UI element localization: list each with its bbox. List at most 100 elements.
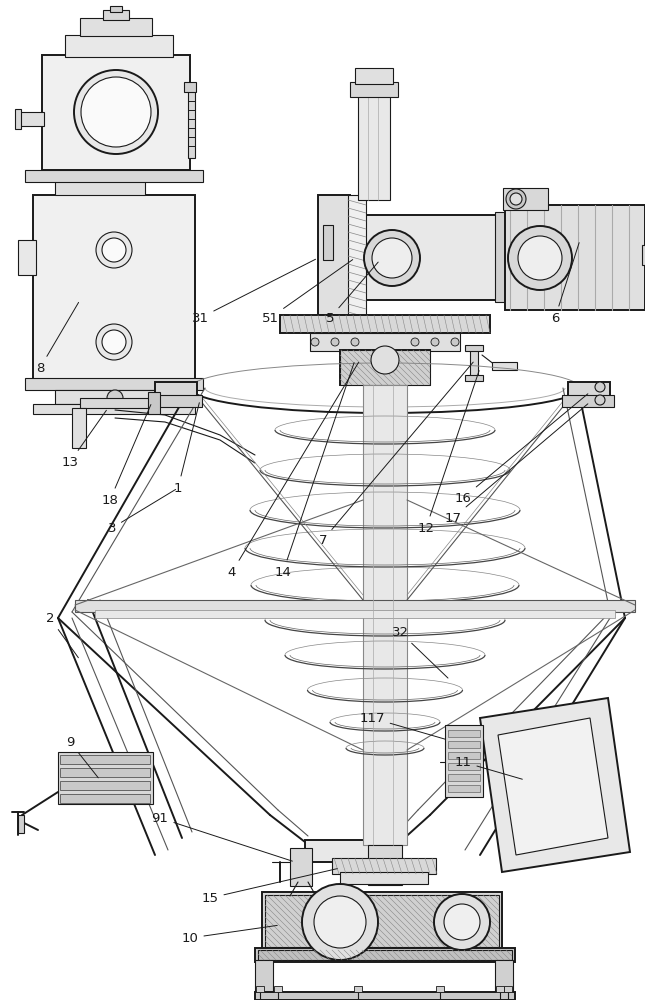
Bar [332,858,436,874]
Bar [80,398,155,408]
Bar [445,725,483,797]
Circle shape [411,338,419,346]
Bar [448,752,480,759]
Bar [110,6,122,12]
Bar [25,378,203,390]
Circle shape [510,193,522,205]
Bar [448,785,480,792]
Bar [340,350,430,385]
Text: 8: 8 [36,302,79,374]
Circle shape [81,77,151,147]
Bar [255,948,515,962]
Bar [496,986,504,992]
Bar [15,109,21,129]
Bar [340,872,428,884]
Circle shape [364,230,420,286]
Bar [65,35,173,57]
Bar [495,212,509,302]
Bar [436,986,444,992]
Circle shape [311,338,319,346]
Text: 10: 10 [181,925,277,944]
Circle shape [371,346,399,374]
Bar [305,840,400,862]
Text: 16: 16 [455,394,588,504]
Bar [642,245,645,265]
Bar [348,215,500,300]
Bar [448,730,480,737]
Bar [33,195,195,380]
Bar [340,210,354,305]
Bar [492,362,517,370]
Bar [310,333,460,351]
Bar [150,395,202,407]
Polygon shape [498,718,608,855]
Bar [354,986,362,992]
Text: 15: 15 [201,869,337,904]
Bar [60,755,150,764]
Bar [262,892,502,950]
Circle shape [102,238,126,262]
Text: 4: 4 [228,362,359,578]
Text: 12: 12 [417,371,479,534]
Bar [503,188,548,210]
Text: 7: 7 [319,362,473,546]
Text: 6: 6 [551,243,579,324]
Circle shape [107,390,123,406]
Circle shape [431,338,439,346]
Bar [355,68,393,84]
Bar [33,404,195,414]
Circle shape [506,189,526,209]
Bar [504,986,512,992]
Circle shape [96,232,132,268]
Bar [255,960,273,995]
Text: 14: 14 [275,363,354,578]
Bar [18,240,36,275]
Bar [60,781,150,790]
Text: 5: 5 [326,262,378,324]
Bar [95,610,615,618]
Bar [505,205,645,310]
Text: 13: 13 [61,410,106,468]
Circle shape [302,884,378,960]
Text: 1: 1 [174,403,199,494]
Text: 3: 3 [108,489,175,534]
Bar [318,195,350,315]
Bar [80,18,152,36]
Bar [363,385,407,845]
Bar [348,195,366,315]
Bar [340,350,430,385]
Bar [18,112,44,126]
Circle shape [444,904,480,940]
Bar [25,170,203,182]
Bar [184,82,196,92]
Bar [280,315,490,333]
Bar [55,390,175,404]
Text: 2: 2 [46,611,79,658]
Text: 31: 31 [192,259,315,324]
Circle shape [518,236,562,280]
Bar [448,741,480,748]
Text: 9: 9 [66,736,98,778]
Circle shape [508,226,572,290]
Bar [465,375,483,381]
Text: 51: 51 [261,260,353,324]
Bar [274,986,282,992]
Bar [448,763,480,770]
Circle shape [351,338,359,346]
Bar [368,845,402,885]
Circle shape [434,894,490,950]
Circle shape [74,70,158,154]
Bar [258,950,512,960]
Bar [350,82,398,97]
Bar [290,848,312,886]
Circle shape [451,338,459,346]
Bar [256,986,264,992]
Circle shape [314,896,366,948]
Text: 91: 91 [152,812,292,861]
Bar [60,794,150,803]
Bar [60,768,150,777]
Bar [470,348,478,378]
Text: 17: 17 [444,404,588,524]
Bar [265,895,499,947]
Polygon shape [480,698,630,872]
